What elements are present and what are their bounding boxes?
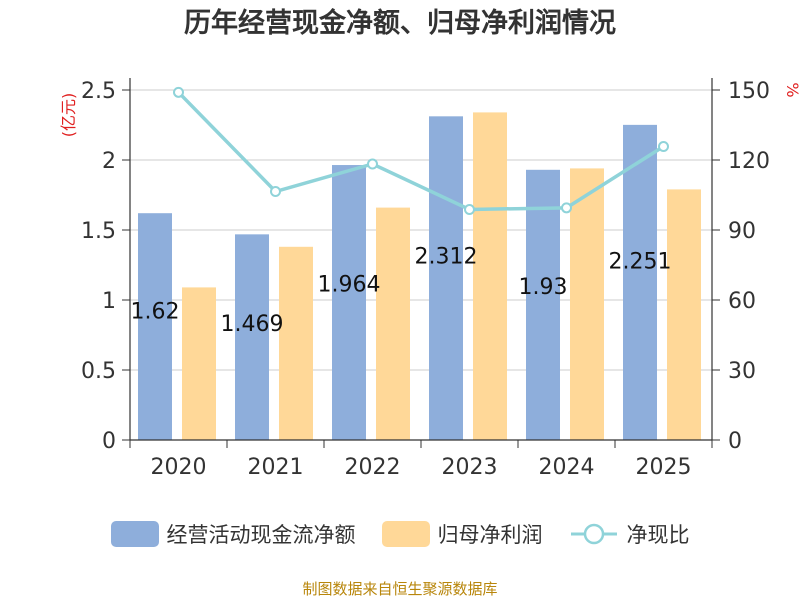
- line-point-ratio: [464, 203, 475, 215]
- line-point-ratio: [561, 202, 572, 214]
- legend-label-cashflow: 经营活动现金流净额: [166, 523, 356, 547]
- bar-cashflow: [332, 165, 366, 441]
- legend-item-profit[interactable]: 归母净利润: [381, 519, 543, 549]
- bar-profit: [667, 189, 701, 440]
- bar-profit: [570, 168, 604, 440]
- right-tick-label: 120: [728, 149, 770, 174]
- left-tick-label: 0: [102, 429, 116, 454]
- x-tick-label: 2025: [636, 455, 692, 480]
- line-ratio: [177, 91, 665, 212]
- chart-title: 历年经营现金净额、归母净利润情况: [184, 7, 616, 39]
- legend-swatch-ratio: [570, 523, 617, 545]
- bar-value-label: 1.93: [519, 275, 568, 300]
- legend-label-profit: 归母净利润: [437, 523, 543, 547]
- legend-item-ratio[interactable]: 净现比: [569, 519, 690, 549]
- right-axis-unit: %: [783, 82, 800, 97]
- legend-label-ratio: 净现比: [626, 523, 690, 547]
- x-tick-label: 2022: [345, 455, 401, 480]
- legend-item-cashflow[interactable]: 经营活动现金流净额: [110, 519, 356, 549]
- left-axis-unit: (亿元): [59, 93, 78, 138]
- x-tick-label: 2021: [248, 455, 304, 480]
- left-tick-label: 0.5: [81, 359, 116, 384]
- bar-cashflow: [429, 116, 463, 440]
- line-point-ratio: [270, 186, 281, 197]
- footer-source: 制图数据来自恒生聚源数据库: [302, 580, 498, 598]
- line-point-ratio: [658, 140, 669, 152]
- left-tick-label: 2.5: [81, 79, 116, 104]
- bar-profit: [279, 246, 313, 440]
- bar-cashflow: [138, 213, 172, 440]
- left-tick-label: 1: [102, 289, 116, 314]
- line-point-ratio: [173, 86, 184, 98]
- left-tick-label: 1.5: [81, 219, 116, 244]
- x-tick-label: 2024: [539, 455, 595, 480]
- legend-swatch-profit: [381, 521, 430, 547]
- right-tick-label: 60: [728, 289, 756, 314]
- bar-profit: [182, 287, 216, 440]
- bar-profit: [473, 112, 507, 441]
- bar-value-label: 1.62: [131, 300, 180, 325]
- left-tick-label: 2: [102, 149, 116, 174]
- bar-cashflow: [526, 169, 560, 441]
- right-tick-label: 30: [728, 359, 756, 384]
- bar-value-label: 2.312: [415, 245, 478, 270]
- x-tick-label: 2023: [442, 455, 498, 480]
- line-point-ratio: [367, 158, 378, 170]
- bar-cashflow: [235, 234, 269, 440]
- legend: 经营活动现金流净额 归母净利润 净现比: [0, 514, 800, 554]
- bar-cashflow: [623, 124, 657, 441]
- bar-profit: [376, 207, 410, 440]
- bar-value-label: 2.251: [609, 249, 672, 274]
- right-tick-label: 90: [728, 219, 756, 244]
- legend-swatch-cashflow: [110, 521, 159, 547]
- right-tick-label: 0: [728, 429, 742, 454]
- x-tick-label: 2020: [151, 455, 207, 480]
- bar-value-label: 1.469: [221, 312, 284, 337]
- right-tick-label: 150: [728, 79, 770, 104]
- bar-value-label: 1.964: [318, 272, 381, 297]
